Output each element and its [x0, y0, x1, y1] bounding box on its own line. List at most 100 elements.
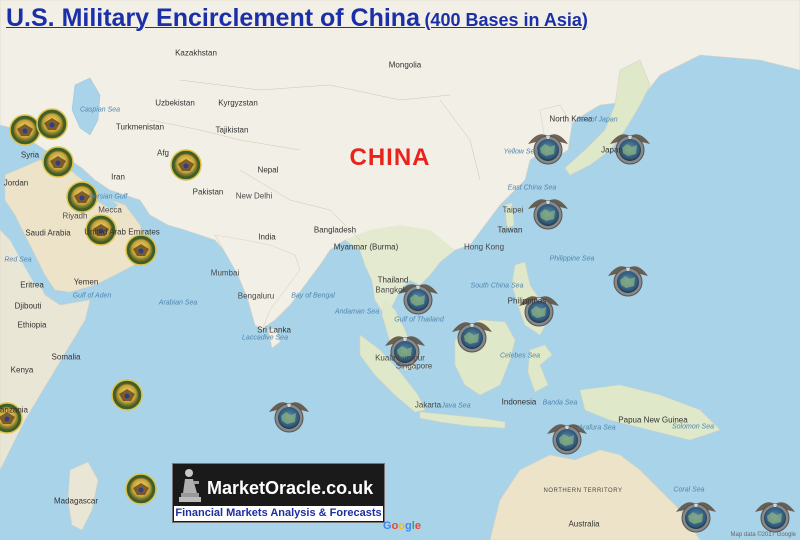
map-attribution[interactable]: Map data ©2017 Google: [730, 532, 796, 538]
map-title: U.S. Military Encirclement of China (400…: [6, 4, 588, 33]
map-label-city: Riyadh: [62, 211, 88, 221]
map-label-city: Jakarta: [414, 400, 442, 410]
land-new-guinea: [579, 384, 721, 441]
red-sea: [2, 205, 45, 285]
map-label-country: Papua New Guinea: [618, 415, 688, 425]
map-label-city: Kuala Lumpur: [375, 353, 425, 363]
map-label-country: Afg: [156, 148, 170, 158]
centcom-base-marker-icon[interactable]: [36, 108, 68, 140]
map-label-sea: Sea of Japan: [576, 116, 618, 124]
google-letter: G: [383, 520, 392, 532]
title-sub: (400 Bases in Asia): [424, 10, 588, 30]
map-label-city: Mecca: [98, 205, 122, 215]
map-label-region: NORTHERN TERRITORY: [543, 488, 623, 494]
map-label-country: Turkmenistan: [115, 122, 165, 132]
map-label-sea: Arafura Sea: [578, 424, 616, 432]
map-label-country: Tanzania: [0, 405, 29, 415]
map-label-sea: Caspian Sea: [79, 106, 121, 114]
map-label-city: Taipei: [502, 205, 524, 215]
land-india: [214, 234, 301, 331]
caspian-sea: [71, 77, 101, 136]
title-main: U.S. Military Encirclement of China: [6, 4, 420, 32]
centcom-base-marker-icon[interactable]: [9, 114, 41, 146]
map-label-country: Kazakhstan: [175, 48, 217, 58]
pacom-base-marker-icon[interactable]: [398, 284, 438, 315]
land-taiwan: [504, 202, 515, 229]
pacom-base-marker-icon[interactable]: [608, 266, 648, 297]
map-label-country: Thailand: [377, 275, 409, 285]
pacom-base-marker-icon[interactable]: [269, 402, 309, 433]
land-sumatra: [359, 334, 426, 413]
map-label-sea: South China Sea: [470, 282, 524, 290]
oracle-statue-icon: [179, 469, 201, 502]
google-logo[interactable]: Google: [383, 520, 421, 532]
map-label-sea: Solomon Sea: [671, 423, 715, 431]
map-label-sea: East China Sea: [507, 184, 557, 192]
google-letter: g: [405, 520, 412, 532]
map-label-sea: Arabian Sea: [158, 299, 198, 307]
map-label-country: Jordan: [3, 178, 29, 188]
map-label-country: Iran: [111, 172, 125, 182]
centcom-base-marker-icon[interactable]: [111, 379, 143, 411]
map-label-sea: Celebes Sea: [499, 352, 541, 360]
map-label-country: Uzbekistan: [155, 98, 195, 108]
map-label-city: Hong Kong: [463, 242, 505, 252]
google-letter: e: [414, 520, 421, 532]
map-label-sea: Gulf of Aden: [72, 292, 112, 300]
map-label-country: Kyrgyzstan: [218, 98, 258, 108]
map-label-country: Ethiopia: [17, 320, 47, 330]
map-label-country: Yemen: [73, 277, 99, 287]
map-label-country: Philippines: [507, 296, 547, 306]
google-letter: l: [411, 520, 415, 532]
land-java: [419, 411, 506, 429]
centcom-base-marker-icon[interactable]: [0, 402, 23, 434]
map-label-country: Syria: [20, 150, 40, 160]
land-sri-lanka: [267, 327, 281, 349]
map-label-country: Bangladesh: [313, 225, 357, 235]
map-label-city: New Delhi: [235, 191, 273, 201]
pacom-base-marker-icon[interactable]: [385, 336, 425, 367]
pacom-base-marker-icon[interactable]: [676, 502, 716, 533]
map-label-country: Indonesia: [501, 397, 537, 407]
map-label-sea: Persian Gulf: [88, 193, 128, 201]
map-label-country: Kenya: [10, 365, 34, 375]
logo-name: MarketOracle.co.uk: [207, 478, 374, 498]
map-label-sea: Bay of Bengal: [291, 292, 335, 300]
pacom-base-marker-icon[interactable]: [755, 502, 795, 533]
pacom-base-marker-icon[interactable]: [547, 424, 587, 455]
land-japan: [564, 59, 651, 176]
pacom-base-marker-icon[interactable]: [610, 134, 650, 165]
map-label-city: Mumbai: [210, 268, 240, 278]
map-label-sea: Java Sea: [441, 402, 471, 410]
map-label-sea: Laccadive Sea: [242, 334, 288, 342]
pacom-base-marker-icon[interactable]: [519, 296, 559, 327]
centcom-base-marker-icon[interactable]: [125, 234, 157, 266]
map-label-sea: Gulf of Thailand: [394, 316, 444, 324]
map-label-city: Bengaluru: [237, 291, 275, 301]
land-madagascar: [67, 461, 99, 531]
map-label-country: Saudi Arabia: [25, 228, 71, 238]
china-label: CHINA: [349, 144, 431, 171]
borders: [149, 79, 481, 241]
google-letter: o: [391, 520, 399, 532]
map-label-sea: Yellow Sea: [503, 148, 539, 156]
pacom-base-marker-icon[interactable]: [528, 134, 568, 165]
map-label-country: Tajikistan: [215, 125, 249, 135]
centcom-base-marker-icon[interactable]: [125, 473, 157, 505]
land-southeast-asia-forest: [345, 225, 455, 315]
centcom-base-marker-icon[interactable]: [85, 214, 117, 246]
map-label-country: Djibouti: [14, 301, 42, 311]
map-label-country: Japan: [601, 145, 623, 155]
map-label-country: Sri Lanka: [257, 325, 291, 335]
centcom-base-marker-icon[interactable]: [170, 149, 202, 181]
map-label-country: Somalia: [51, 352, 81, 362]
pacom-base-marker-icon[interactable]: [528, 199, 568, 230]
pacom-base-marker-icon[interactable]: [452, 322, 492, 353]
centcom-base-marker-icon[interactable]: [66, 181, 98, 213]
map-label-city: Bangkok: [375, 285, 407, 295]
marketoracle-logo[interactable]: MarketOracle.co.uk Financial Markets Ana…: [172, 463, 385, 523]
centcom-base-marker-icon[interactable]: [42, 146, 74, 178]
map-label-country: Eritrea: [20, 280, 44, 290]
map-label-sea: Philippine Sea: [549, 255, 595, 263]
